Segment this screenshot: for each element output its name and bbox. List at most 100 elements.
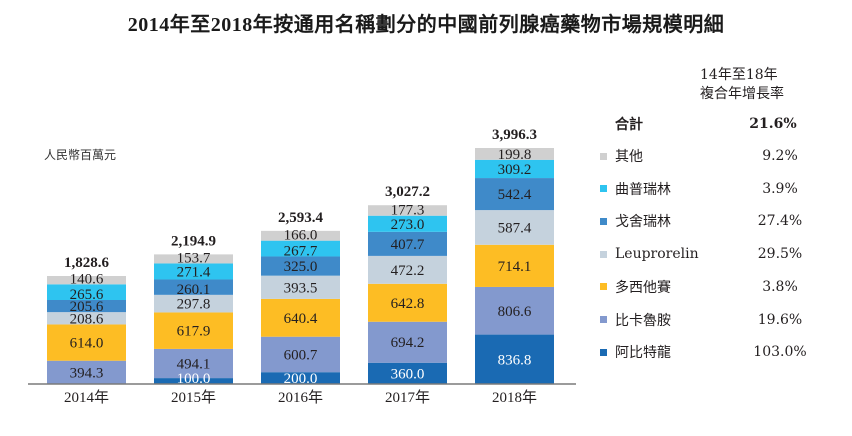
bar-segment	[368, 321, 447, 363]
bar-segment	[368, 231, 447, 256]
segment-value-label: 836.8	[498, 352, 532, 368]
segment-value-label: 265.6	[70, 287, 104, 303]
legend-item: 其他 9.2%	[600, 144, 850, 168]
bar-segment	[154, 263, 233, 280]
bar-segment	[261, 298, 340, 337]
bar-segment	[261, 336, 340, 373]
legend-item: 阿比特龍 103.0%	[600, 340, 850, 364]
segment-value-label: 199.8	[498, 147, 532, 163]
bar-segment	[475, 286, 554, 335]
cagr-header: 14年至18年 複合年增長率	[700, 66, 784, 104]
legend-label: 其他	[615, 149, 643, 165]
bar-segment	[368, 205, 447, 216]
cagr-header-line-2: 複合年增長率	[700, 86, 784, 102]
total-cagr: 21.6%	[749, 116, 797, 132]
segment-value-label: 360.0	[391, 366, 425, 382]
segment-value-label: 177.3	[391, 203, 425, 219]
segment-value-label: 153.7	[177, 250, 211, 266]
x-tick-label: 2017年	[385, 389, 430, 406]
bar-segment	[261, 230, 340, 241]
legend-swatch-icon	[600, 316, 607, 323]
bar-segment	[47, 312, 126, 325]
segment-value-label: 614.0	[70, 336, 104, 352]
bar-total-label: 3,027.2	[385, 184, 430, 200]
bar-total-label: 2,194.9	[171, 233, 216, 249]
bar-segment	[475, 159, 554, 179]
segment-value-label: 271.4	[177, 264, 211, 280]
bar-segment	[261, 240, 340, 257]
segment-value-label: 694.2	[391, 335, 425, 351]
bar-total-label: 3,996.3	[492, 127, 537, 143]
segment-value-label: 325.0	[284, 259, 318, 275]
bar-segment	[47, 324, 126, 361]
segment-value-label: 200.0	[284, 371, 318, 387]
bar-segment	[47, 284, 126, 300]
segment-value-label: 587.4	[498, 220, 532, 236]
segment-value-label: 166.0	[284, 228, 318, 244]
bar-segment	[154, 312, 233, 349]
segment-value-label: 140.6	[70, 271, 104, 287]
segment-value-label: 394.3	[70, 365, 104, 381]
segment-value-label: 267.7	[284, 243, 318, 259]
legend-label: 阿比特龍	[615, 345, 671, 362]
legend-cagr: 19.6%	[757, 311, 803, 328]
segment-value-label: 494.1	[177, 357, 211, 373]
bars-group	[47, 148, 554, 384]
bar-segment	[475, 178, 554, 211]
legend-swatch-icon	[600, 283, 607, 291]
legend-item: 曲普瑞林 3.9%	[600, 177, 850, 201]
legend-label: 戈舍瑞林	[615, 214, 671, 231]
legend-label: 多西他賽	[615, 279, 671, 296]
unit-label: 人民幣百萬元	[44, 148, 117, 162]
bar-segment	[47, 360, 126, 384]
legend-item: 比卡魯胺 19.6%	[600, 308, 850, 332]
bar-segment	[475, 148, 554, 160]
segment-value-label: 617.9	[177, 324, 211, 340]
x-tick-label: 2015年	[171, 389, 216, 406]
legend-label: 曲普瑞林	[615, 181, 671, 198]
bar-total-label: 2,593.4	[278, 210, 324, 226]
segment-value-label: 309.2	[498, 162, 532, 178]
segment-value-label: 806.6	[498, 304, 532, 320]
segment-value-label: 542.4	[498, 187, 532, 203]
segment-value-label: 640.4	[284, 311, 318, 327]
bar-segment	[368, 283, 447, 322]
total-label: 合計	[615, 117, 643, 133]
bar-segment	[47, 276, 126, 285]
bar-segment	[368, 215, 447, 232]
segment-value-label: 260.1	[177, 282, 211, 298]
cagr-header-line-1: 14年至18年	[700, 67, 778, 83]
bar-segment	[154, 294, 233, 313]
bar-total-label: 1,828.6	[64, 255, 110, 271]
legend-swatch-icon	[600, 217, 607, 225]
bar-segment	[154, 254, 233, 264]
segment-value-label: 407.7	[391, 237, 425, 253]
legend-total-row: 合計 21.6%	[600, 112, 850, 136]
segment-value-label: 100.0	[177, 371, 211, 387]
legend-cagr: 9.2%	[762, 148, 798, 164]
bar-segment	[475, 334, 554, 384]
chart-title: 2014年至2018年按通用名稱劃分的中國前列腺癌藥物市場規模明細	[127, 14, 725, 36]
legend-item: 多西他賽 3.8%	[600, 275, 850, 299]
bar-segment	[47, 299, 126, 313]
legend-swatch-icon	[600, 250, 607, 258]
legend-cagr: 27.4%	[757, 213, 803, 230]
x-tick-label: 2014年	[64, 389, 109, 406]
legend-swatch-icon	[600, 348, 607, 356]
legend-label: Leuprorelin	[615, 246, 699, 263]
legend-swatch-icon	[600, 185, 607, 193]
segment-value-label: 297.8	[177, 297, 211, 313]
segment-value-label: 205.6	[70, 299, 104, 315]
bar-segment	[261, 275, 340, 299]
bar-segment	[154, 378, 233, 384]
segment-value-label: 642.8	[391, 296, 425, 312]
segment-value-label: 208.6	[70, 311, 104, 327]
segment-value-label: 393.5	[284, 280, 318, 296]
legend-label: 比卡魯胺	[615, 312, 671, 329]
bar-segment	[154, 348, 233, 379]
legend-cagr: 3.8%	[762, 278, 798, 295]
legend-cagr: 3.9%	[762, 180, 798, 197]
x-tick-label: 2018年	[492, 389, 537, 406]
